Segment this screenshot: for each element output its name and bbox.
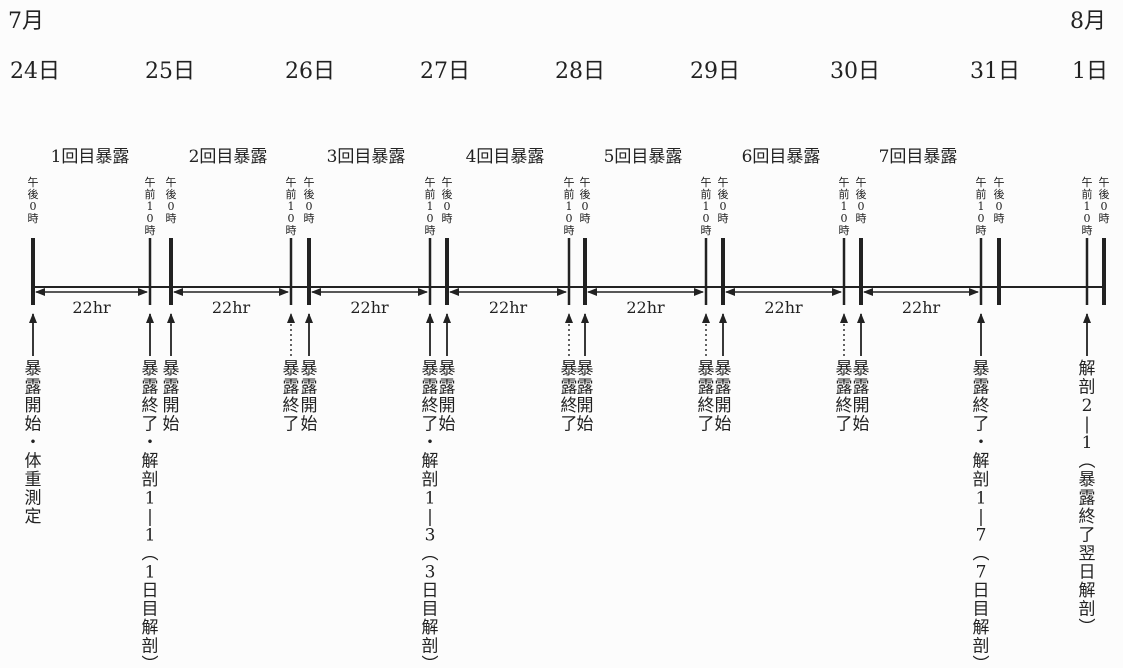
time-label: 午前 1 0 時 [1082, 176, 1093, 237]
event-label: 暴露終了 [283, 359, 300, 435]
time-label: 午後 0 時 [580, 176, 591, 225]
event-label: 暴露終了 [698, 359, 715, 435]
event-label: 暴露開始 [715, 359, 732, 435]
exposure-period-label: 5回目暴露 [604, 147, 683, 167]
time-label: 午後 0 時 [718, 176, 729, 225]
time-label: 午前 1 0 時 [564, 176, 575, 237]
event-label: 暴露終了・解剖 1 | 3 ︵ 3 日目解剖︶ [422, 359, 439, 668]
exposure-period-label: 3回目暴露 [327, 147, 406, 167]
time-label: 午後 0 時 [1099, 176, 1110, 225]
time-label: 午前 1 0 時 [976, 176, 987, 237]
event-label: 暴露終了・解剖 1 | 1 ︵ 1 日目解剖︶ [142, 359, 159, 668]
time-label: 午前 1 0 時 [286, 176, 297, 237]
duration-label: 22hr [764, 298, 803, 317]
date-label: 27日 [420, 59, 470, 84]
month-label-start: 7月 [8, 9, 44, 34]
time-label: 午前 1 0 時 [145, 176, 156, 237]
exposure-period-label: 1回目暴露 [51, 147, 130, 167]
duration-label: 22hr [72, 298, 111, 317]
event-label: 暴露終了・解剖 1 | 7 ︵ 7 日目解剖︶ [973, 359, 990, 668]
event-label: 暴露終了 [561, 359, 578, 435]
time-label: 午前 1 0 時 [701, 176, 712, 237]
event-label: 暴露開始 [439, 359, 456, 435]
time-label: 午前 1 0 時 [425, 176, 436, 237]
exposure-period-label: 2回目暴露 [189, 147, 268, 167]
duration-label: 22hr [350, 298, 389, 317]
time-markers: 午後 0 時午前 1 0 時午後 0 時午前 1 0 時午後 0 時午前 1 0 時午後 0 時午前 1 0 時午後 0 時… [28, 176, 1110, 305]
time-label: 午後 0 時 [994, 176, 1005, 225]
time-label: 午後 0 時 [304, 176, 315, 225]
date-label: 29日 [690, 59, 740, 84]
event-label: 暴露終了 [836, 359, 853, 435]
duration-label: 22hr [902, 298, 941, 317]
duration-label: 22hr [489, 298, 528, 317]
time-label: 午後 0 時 [166, 176, 177, 225]
date-label: 30日 [830, 59, 880, 84]
duration-label: 22hr [212, 298, 251, 317]
time-label: 午後 0 時 [28, 176, 39, 225]
event-label: 暴露開始 [853, 359, 870, 435]
time-label: 午後 0 時 [442, 176, 453, 225]
event-label: 暴露開始・体重測定 [25, 359, 42, 527]
date-label: 31日 [970, 59, 1020, 84]
event-label: 暴露開始 [163, 359, 180, 435]
event-label: 解剖 2 | 1 ︵暴露終了翌日解剖︶ [1079, 359, 1096, 638]
event-label: 暴露開始 [577, 359, 594, 435]
exposure-period-label: 7回目暴露 [879, 147, 958, 167]
date-label: 25日 [145, 59, 195, 84]
exposure-period-label: 6回目暴露 [742, 147, 821, 167]
exposure-period-labels: 1回目暴露 2回目暴露 3回目暴露 4回目暴露 5回目暴露 6回目暴露 7回目暴露 [51, 147, 958, 167]
time-label: 午後 0 時 [856, 176, 867, 225]
date-label: 26日 [285, 59, 335, 84]
duration-arrows: 22hr 22hr 22hr 22hr 22hr 22hr 22hr [35, 288, 979, 317]
date-label: 28日 [555, 59, 605, 84]
date-label: 24日 [10, 59, 60, 84]
month-label-end: 8月 [1070, 9, 1106, 34]
exposure-period-label: 4回目暴露 [466, 147, 545, 167]
event-label: 暴露開始 [301, 359, 318, 435]
date-labels: 24日 25日 26日 27日 28日 29日 30日 31日 1日 [10, 59, 1108, 84]
duration-label: 22hr [626, 298, 665, 317]
date-label: 1日 [1072, 59, 1108, 84]
time-label: 午前 1 0 時 [839, 176, 850, 237]
